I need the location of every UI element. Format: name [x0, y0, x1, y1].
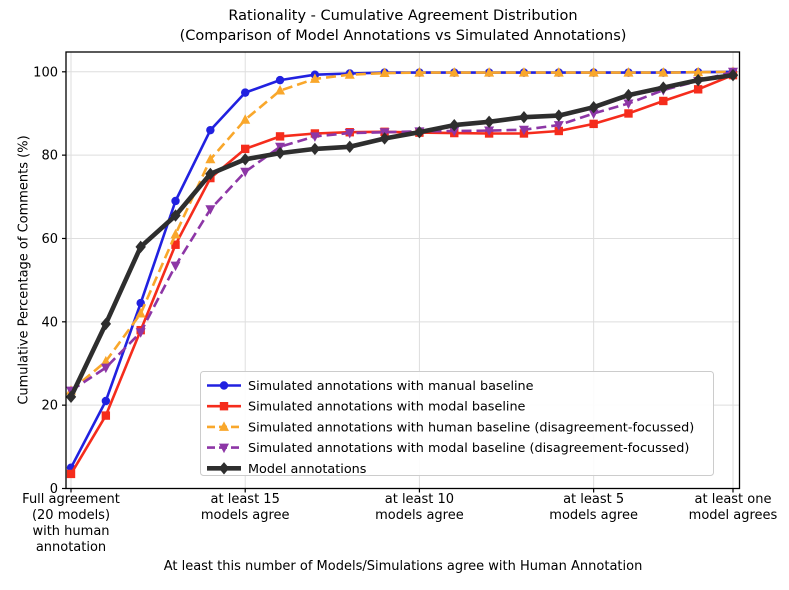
data-point-diamond [274, 146, 286, 160]
legend-box [200, 371, 714, 476]
data-point-triangle-down [344, 129, 355, 139]
y-tick-label: 0 [50, 482, 58, 497]
data-point-diamond [170, 209, 181, 222]
axes-spines [65, 51, 741, 490]
data-point-diamond [623, 88, 634, 102]
data-point-square [101, 411, 111, 420]
y-axis-label: Cumulative Percentage of Comments (%) [16, 135, 32, 405]
data-point-triangle-up [623, 67, 634, 77]
data-point-triangle-down [623, 99, 634, 109]
data-point-circle [171, 196, 180, 206]
data-point-diamond [379, 132, 390, 145]
data-point-triangle-up [219, 421, 229, 431]
data-point-square [241, 144, 250, 154]
data-point-triangle-down [205, 205, 216, 215]
y-tick-label: 60 [41, 232, 58, 247]
data-point-triangle-down [484, 126, 495, 137]
data-point-triangle-down [553, 121, 564, 131]
legend-label: Model annotations [248, 462, 367, 477]
data-point-diamond [65, 390, 77, 404]
chart-title: Rationality - Cumulative Agreement Distr… [228, 8, 578, 24]
data-point-triangle-down [518, 125, 529, 136]
data-point-triangle-down [240, 167, 251, 178]
y-tick-label: 20 [41, 399, 58, 414]
data-point-triangle-up [414, 67, 425, 77]
data-point-diamond [205, 167, 216, 181]
data-point-diamond [100, 317, 112, 331]
data-point-triangle-down [588, 109, 599, 119]
data-point-square [66, 469, 76, 479]
data-point-diamond [483, 115, 495, 129]
data-point-circle [275, 75, 285, 85]
y-tick-label: 80 [41, 149, 58, 164]
data-point-diamond [727, 68, 739, 82]
data-point-square [275, 132, 285, 141]
data-point-triangle-up [309, 73, 320, 83]
series-line [68, 72, 734, 398]
data-point-diamond [414, 126, 425, 139]
data-point-triangle-up [693, 66, 704, 77]
data-point-diamond [240, 153, 251, 166]
y-tick-label: 100 [33, 65, 58, 80]
legend-label: Simulated annotations with modal baselin… [248, 400, 526, 415]
data-point-square [219, 402, 229, 411]
data-point-diamond [309, 142, 321, 156]
data-point-diamond [553, 109, 564, 122]
data-point-triangle-up [344, 69, 355, 79]
data-point-square [589, 119, 598, 129]
data-point-diamond [518, 111, 530, 124]
x-tick-label: at least 5 models agree [549, 492, 638, 523]
data-point-circle [219, 381, 229, 390]
x-tick-label: at least one model agrees [689, 492, 778, 523]
data-point-triangle-up [553, 67, 564, 77]
legend-label: Simulated annotations with manual baseli… [248, 379, 534, 394]
data-point-circle [206, 125, 215, 135]
x-tick-label: at least 15 models agree [201, 492, 290, 523]
data-point-circle [241, 88, 250, 97]
data-point-square [171, 240, 180, 249]
data-point-triangle-down [100, 363, 111, 374]
legend-label: Simulated annotations with human baselin… [248, 420, 694, 435]
data-point-diamond [588, 101, 599, 114]
data-point-triangle-down [219, 443, 229, 454]
data-point-diamond [344, 140, 355, 154]
data-point-diamond [658, 81, 669, 94]
data-point-diamond [218, 462, 230, 475]
chart-subtitle: (Comparison of Model Annotations vs Simu… [179, 28, 627, 44]
data-point-square [693, 85, 703, 94]
data-point-triangle-up [205, 153, 216, 164]
data-point-triangle-down [170, 261, 181, 272]
data-point-diamond [449, 118, 460, 132]
data-point-triangle-up [100, 355, 111, 366]
legend-label: Simulated annotations with modal baselin… [248, 441, 689, 456]
data-point-triangle-up [658, 67, 669, 77]
data-point-diamond [692, 73, 704, 87]
x-tick-label: Full agreement (20 models) with human annot… [22, 492, 120, 555]
series-line [70, 70, 734, 392]
data-point-triangle-up [275, 85, 286, 95]
data-point-triangle-up [449, 67, 460, 77]
data-point-triangle-up [170, 228, 181, 239]
data-point-triangle-up [240, 114, 251, 124]
x-tick-label: at least 10 models agree [375, 492, 464, 523]
data-point-square [624, 109, 633, 118]
data-point-triangle-down [135, 328, 146, 338]
data-point-circle [136, 298, 145, 308]
data-point-square [554, 126, 563, 136]
data-point-circle [101, 396, 111, 406]
x-axis-label: At least this number of Models/Simulatio… [163, 559, 643, 574]
series-line [70, 70, 734, 392]
data-point-triangle-up [379, 67, 390, 78]
y-tick-label: 40 [41, 315, 58, 330]
data-point-triangle-up [588, 67, 599, 77]
data-point-triangle-down [449, 126, 460, 137]
data-point-square [659, 96, 668, 106]
data-point-triangle-up [135, 307, 146, 318]
data-point-diamond [135, 240, 146, 254]
data-point-triangle-up [518, 67, 529, 77]
data-point-triangle-down [309, 132, 320, 142]
data-point-triangle-up [484, 67, 495, 77]
